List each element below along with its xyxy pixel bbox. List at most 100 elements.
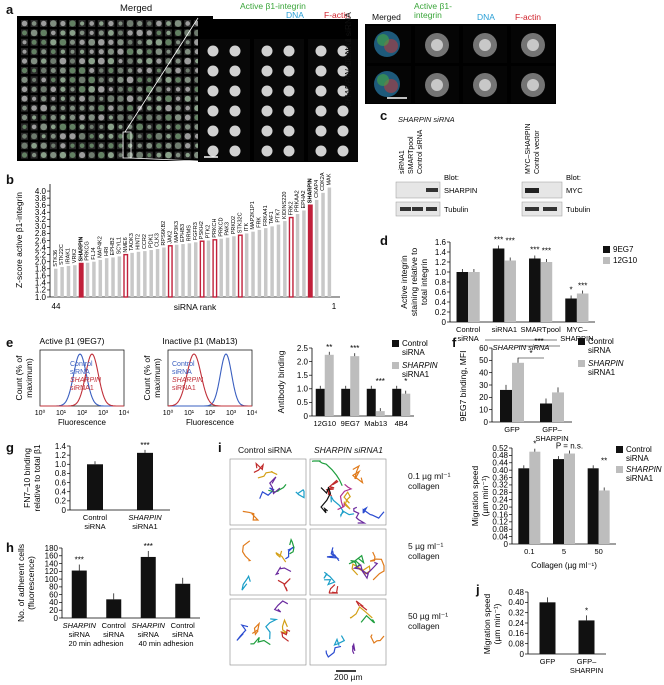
y-tick-label: 2.6 — [35, 236, 47, 245]
chart-i-migration-speed: 00.040.080.120.160.200.240.280.320.360.4… — [470, 440, 662, 570]
well-cell — [22, 49, 27, 54]
well-cell — [108, 143, 114, 149]
bar-label: STK36 — [53, 250, 59, 267]
well-cell — [70, 105, 75, 111]
well-cell — [156, 68, 161, 73]
flow-histogram-active: Active β1 (9EG7) 10⁰ 10¹ 10² 10³ 10⁴ Fluoresce… — [14, 336, 129, 426]
bar — [539, 602, 556, 654]
well-cell — [127, 68, 133, 73]
zoom-label-active: Active β1-integrin — [240, 1, 306, 11]
well-cell — [69, 67, 76, 74]
well-cell — [50, 39, 57, 46]
bar-label: ITK — [244, 223, 250, 232]
bar-label: RRMS — [187, 225, 193, 242]
well-cell — [89, 21, 95, 26]
x-tick-label: 44 — [52, 302, 61, 311]
panel-label-e: e — [6, 335, 14, 350]
well-cell — [146, 105, 152, 111]
bar-label: TAOK3 — [129, 233, 135, 251]
well-cell — [50, 151, 57, 159]
screen-overview-image — [17, 16, 213, 161]
bar-label: EPHB2 — [110, 237, 116, 255]
y-tick-label: 2.0 — [35, 257, 47, 266]
well-cell — [50, 67, 56, 74]
panel-label-f: f — [452, 335, 457, 350]
merged-title: Merged — [120, 3, 153, 14]
well-cell — [175, 58, 181, 64]
well-cell — [98, 104, 105, 112]
y-tick-label: 0.52 — [492, 444, 508, 453]
panel-label-g: g — [6, 440, 14, 455]
cell-track — [277, 578, 291, 592]
y-tick-label: 2.0 — [297, 357, 309, 366]
zoom-label-dna: DNA — [286, 10, 304, 20]
bar — [199, 240, 205, 298]
zoom-cell — [207, 105, 219, 117]
flow-curve-control — [168, 353, 252, 407]
well-cell — [97, 57, 105, 65]
significance: *** — [75, 556, 84, 565]
bar — [104, 258, 109, 297]
well-cell — [69, 123, 76, 130]
well-cell — [88, 57, 95, 65]
well-cell — [118, 133, 123, 139]
well-cell — [70, 96, 75, 102]
well-cell — [60, 30, 66, 36]
well-cell — [21, 114, 28, 121]
cell-track — [274, 566, 292, 576]
cell-merged-green — [377, 34, 389, 46]
well-cell — [136, 123, 144, 131]
cell-gray-core — [479, 39, 491, 51]
well-cell — [108, 77, 114, 83]
well-cell — [21, 20, 28, 27]
y-tick-label: 30 — [479, 381, 488, 390]
legend-label: siRNA — [588, 346, 611, 355]
well-cell — [40, 20, 47, 27]
bar-label: STK32C — [237, 212, 243, 233]
well-cell — [146, 58, 153, 65]
well-cell — [21, 142, 28, 149]
zoom-cell — [229, 85, 241, 97]
bar — [137, 452, 153, 510]
well-cell — [166, 30, 171, 36]
well-grid — [21, 20, 211, 159]
bar — [130, 252, 134, 297]
well-cell — [165, 114, 172, 121]
well-cell — [21, 58, 28, 64]
flow-legend: siRNA — [172, 369, 192, 376]
well-cell — [60, 105, 66, 111]
bar-label: CKAP4 — [314, 180, 320, 198]
bar — [314, 199, 319, 297]
y-tick-label: 1.2 — [55, 451, 67, 460]
cell-track — [333, 635, 346, 646]
i-scale-label: 200 µm — [334, 672, 363, 682]
cell-track — [320, 486, 332, 514]
i-ylabel: Migration speed(µm min⁻¹) — [470, 465, 490, 526]
well-cell — [175, 152, 181, 158]
x-category-label: Mab13 — [364, 419, 387, 428]
cell-track — [250, 637, 271, 646]
bar — [117, 256, 122, 297]
bar — [276, 224, 281, 297]
x-category-label: SMARTpool — [520, 325, 561, 334]
d-ylabel: Active integrinstaining relative tototal… — [399, 247, 429, 316]
bar — [71, 570, 87, 618]
cell-track — [337, 483, 353, 511]
well-cell — [118, 58, 123, 64]
well-cell — [165, 151, 172, 159]
well-cell — [89, 105, 95, 111]
cell-track — [328, 584, 339, 594]
bar-label: MAP4K2 — [97, 236, 103, 258]
cell-track — [268, 484, 287, 493]
flow-xlabel: Fluorescence — [186, 418, 235, 426]
flow-xtick: 10¹ — [184, 410, 195, 417]
well-cell — [41, 58, 47, 64]
legend-swatch — [616, 446, 623, 453]
well-cell — [79, 124, 85, 130]
track-panel — [229, 598, 307, 666]
significance: ** — [601, 456, 607, 465]
y-tick-label: 3.6 — [35, 201, 47, 210]
well-cell — [156, 124, 162, 130]
bar — [73, 265, 77, 297]
y-tick-label: 0.12 — [492, 518, 508, 527]
